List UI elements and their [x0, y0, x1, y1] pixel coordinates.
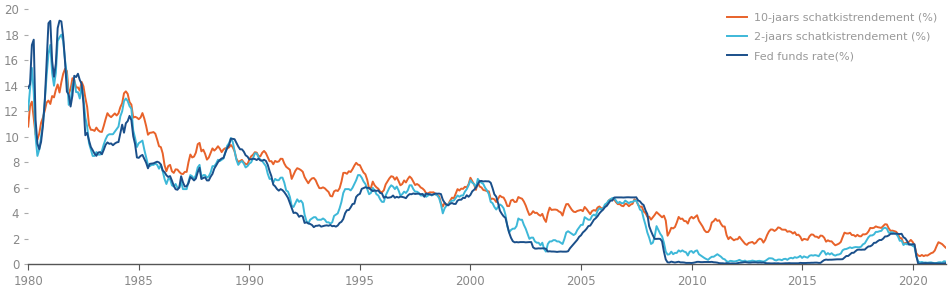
Fed funds rate(%) — [23, 86, 34, 90]
Fed funds rate(%) — [786, 262, 797, 265]
10-jaars schatkistrendement (%) — [564, 205, 576, 209]
Line: 2-jaars schatkistrendement (%): 2-jaars schatkistrendement (%) — [28, 35, 950, 263]
10-jaars schatkistrendement (%) — [802, 238, 813, 242]
Fed funds rate(%) — [54, 19, 66, 22]
Line: 10-jaars schatkistrendement (%): 10-jaars schatkistrendement (%) — [28, 69, 950, 256]
2-jaars schatkistrendement (%) — [463, 184, 474, 187]
10-jaars schatkistrendement (%) — [463, 182, 474, 186]
2-jaars schatkistrendement (%) — [564, 231, 576, 234]
2-jaars schatkistrendement (%) — [56, 33, 67, 36]
Fed funds rate(%) — [564, 246, 576, 250]
2-jaars schatkistrendement (%) — [370, 192, 382, 196]
Legend: 10-jaars schatkistrendement (%), 2-jaars schatkistrendement (%), Fed funds rate(: 10-jaars schatkistrendement (%), 2-jaars… — [724, 10, 940, 65]
10-jaars schatkistrendement (%) — [786, 230, 797, 234]
Fed funds rate(%) — [463, 195, 474, 199]
10-jaars schatkistrendement (%) — [35, 121, 47, 124]
2-jaars schatkistrendement (%) — [802, 256, 813, 259]
10-jaars schatkistrendement (%) — [914, 254, 925, 258]
Fed funds rate(%) — [802, 261, 813, 265]
Fed funds rate(%) — [370, 189, 382, 193]
2-jaars schatkistrendement (%) — [35, 135, 47, 138]
10-jaars schatkistrendement (%) — [23, 125, 34, 128]
2-jaars schatkistrendement (%) — [786, 256, 797, 260]
2-jaars schatkistrendement (%) — [23, 108, 34, 112]
10-jaars schatkistrendement (%) — [370, 186, 382, 189]
Line: Fed funds rate(%): Fed funds rate(%) — [28, 21, 950, 264]
2-jaars schatkistrendement (%) — [929, 261, 940, 265]
10-jaars schatkistrendement (%) — [59, 67, 70, 71]
Fed funds rate(%) — [35, 140, 47, 144]
Fed funds rate(%) — [913, 262, 924, 265]
